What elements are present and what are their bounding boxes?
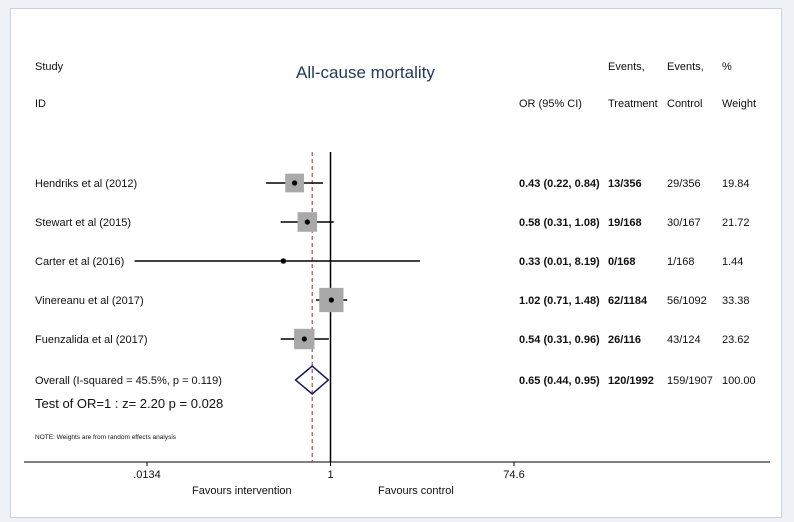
study-weight: 33.38 <box>722 295 750 307</box>
favours-intervention-label: Favours intervention <box>192 485 292 497</box>
study-point-estimate <box>301 336 307 342</box>
test-statistic: Test of OR=1 : z= 2.20 p = 0.028 <box>35 396 224 411</box>
header-weight-2: Weight <box>722 98 757 110</box>
study-treatment-events: 0/168 <box>608 256 636 268</box>
study-treatment-events: 62/1184 <box>608 295 648 307</box>
study-or-text: 0.58 (0.31, 1.08) <box>519 217 600 229</box>
chart-title: All-cause mortality <box>296 63 435 82</box>
header-events-treatment-1: Events, <box>608 61 645 73</box>
study-weight: 23.62 <box>722 334 750 346</box>
study-control-events: 43/124 <box>667 334 701 346</box>
study-or-text: 1.02 (0.71, 1.48) <box>519 295 600 307</box>
header-or: OR (95% CI) <box>519 98 582 110</box>
overall-treatment-events: 120/1992 <box>608 375 654 387</box>
study-control-events: 56/1092 <box>667 295 707 307</box>
study-weight: 21.72 <box>722 217 750 229</box>
study-control-events: 29/356 <box>667 178 701 190</box>
header-id: ID <box>35 98 46 110</box>
study-weight: 19.84 <box>722 178 750 190</box>
header-events-control-2: Control <box>667 98 703 110</box>
study-point-estimate <box>304 219 310 225</box>
header-events-control-1: Events, <box>667 61 704 73</box>
study-weight: 1.44 <box>722 256 744 268</box>
study-label: Fuenzalida et al (2017) <box>35 334 148 346</box>
study-treatment-events: 19/168 <box>608 217 642 229</box>
study-or-text: 0.33 (0.01, 8.19) <box>519 256 600 268</box>
header-weight-1: % <box>722 61 732 73</box>
study-or-text: 0.54 (0.31, 0.96) <box>519 334 600 346</box>
study-control-events: 30/167 <box>667 217 701 229</box>
header-study: Study <box>35 61 64 73</box>
study-label: Hendriks et al (2012) <box>35 178 138 190</box>
study-point-estimate <box>328 297 334 303</box>
favours-control-label: Favours control <box>378 485 454 497</box>
study-or-text: 0.43 (0.22, 0.84) <box>519 178 600 190</box>
study-control-events: 1/168 <box>667 256 695 268</box>
x-tick-label: .0134 <box>133 469 161 481</box>
study-label: Vinereanu et al (2017) <box>35 295 144 307</box>
random-effects-note: NOTE: Weights are from random effects an… <box>35 434 177 441</box>
overall-control-events: 159/1907 <box>667 375 713 387</box>
x-tick-label: 1 <box>327 469 334 481</box>
study-treatment-events: 13/356 <box>608 178 642 190</box>
study-treatment-events: 26/116 <box>608 334 642 346</box>
header-events-treatment-2: Treatment <box>608 98 658 110</box>
overall-label: Overall (I-squared = 45.5%, p = 0.119) <box>35 375 222 387</box>
overall-weight: 100.00 <box>722 375 756 387</box>
study-label: Carter et al (2016) <box>35 256 125 268</box>
study-point-estimate <box>291 180 298 186</box>
study-point-estimate <box>280 258 286 264</box>
study-label: Stewart et al (2015) <box>35 217 131 229</box>
x-tick-label: 74.6 <box>503 469 525 481</box>
overall-or-text: 0.65 (0.44, 0.95) <box>519 375 600 387</box>
overall-diamond <box>294 365 330 395</box>
plot-panel <box>10 8 782 518</box>
